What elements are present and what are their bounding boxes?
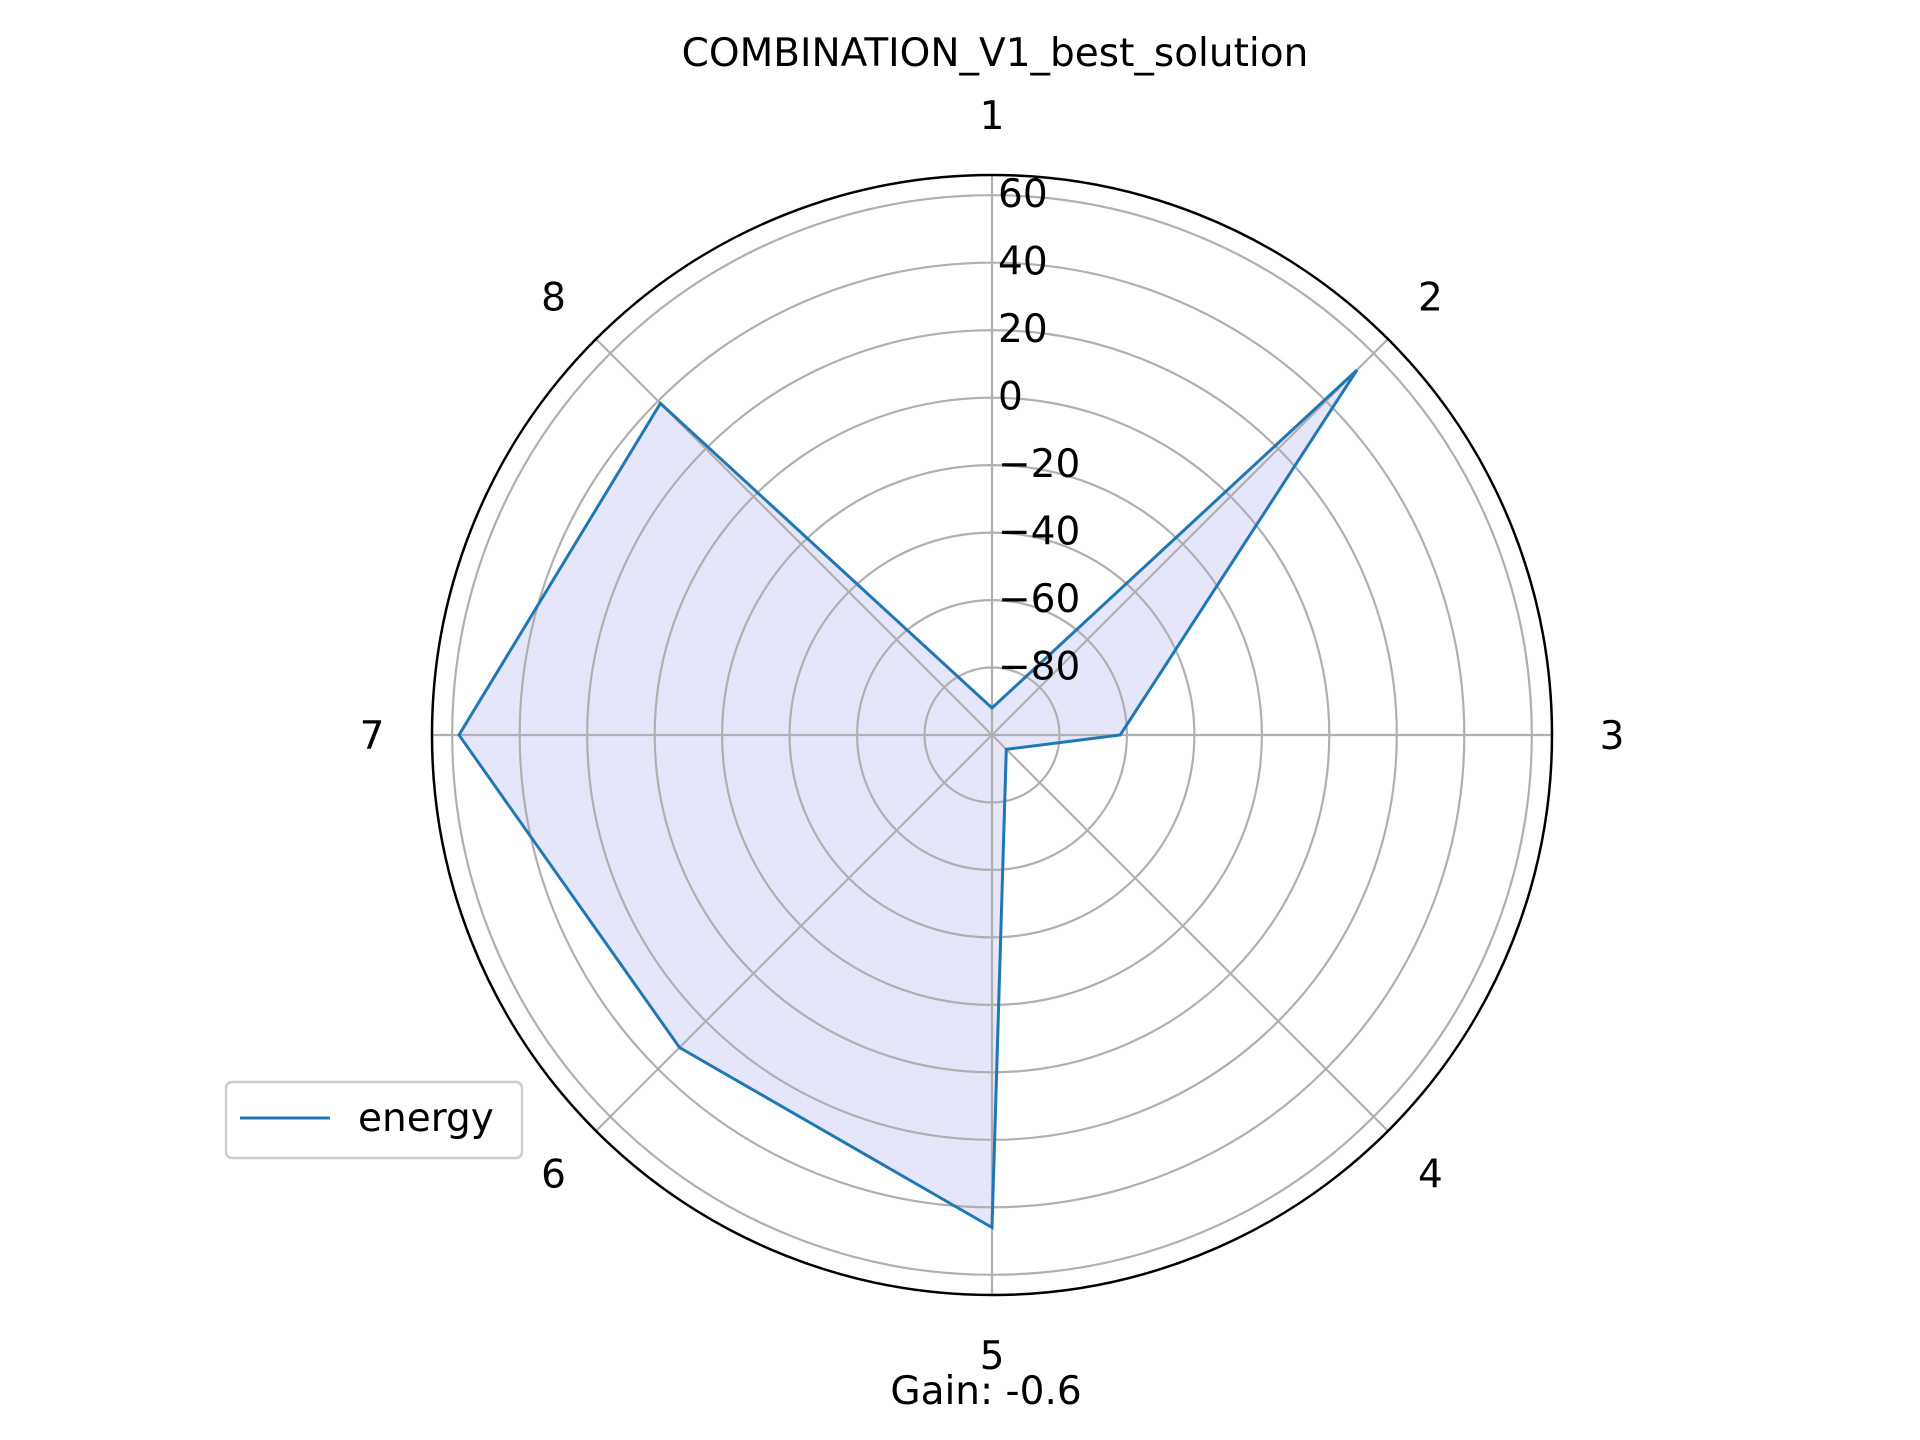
series-fill-energy xyxy=(459,370,1357,1228)
category-label: 3 xyxy=(1600,714,1625,759)
legend-label-energy: energy xyxy=(358,1096,494,1141)
chart-title: COMBINATION_V1_best_solution xyxy=(682,31,1309,76)
category-label: 6 xyxy=(541,1152,566,1197)
category-label: 8 xyxy=(541,276,566,321)
data-layer xyxy=(457,368,1359,1231)
polar-frame xyxy=(430,173,1554,1297)
radial-tick-label: −60 xyxy=(998,577,1080,622)
label-layer: −80 −60 −40 −20 0 20 40 60 1 2 3 4 5 6 7 8 xyxy=(360,94,1625,1379)
radial-tick-label: 40 xyxy=(998,240,1048,285)
radial-tick-label: −40 xyxy=(998,510,1080,555)
category-label: 4 xyxy=(1418,1152,1443,1197)
grid-spoke xyxy=(991,338,1389,736)
category-label: 1 xyxy=(980,94,1005,139)
grid-spoke xyxy=(991,734,1389,1132)
category-label: 7 xyxy=(360,714,385,759)
grid-layer xyxy=(430,173,1554,1297)
radial-tick-label: 60 xyxy=(998,172,1048,217)
radial-tick-label: 20 xyxy=(998,307,1048,352)
category-label: 2 xyxy=(1418,276,1443,321)
gain-annotation: Gain: -0.6 xyxy=(890,1369,1081,1414)
radial-tick-label: 0 xyxy=(998,375,1023,420)
fill-layer xyxy=(459,370,1357,1228)
series-line-energy xyxy=(457,368,1359,1231)
category-label: 5 xyxy=(980,1334,1005,1379)
legend-box xyxy=(224,1080,524,1160)
grid-spoke xyxy=(595,734,993,1132)
radial-tick-label: −20 xyxy=(998,442,1080,487)
legend: energy xyxy=(224,1080,524,1160)
radial-tick-label: −80 xyxy=(998,645,1080,690)
